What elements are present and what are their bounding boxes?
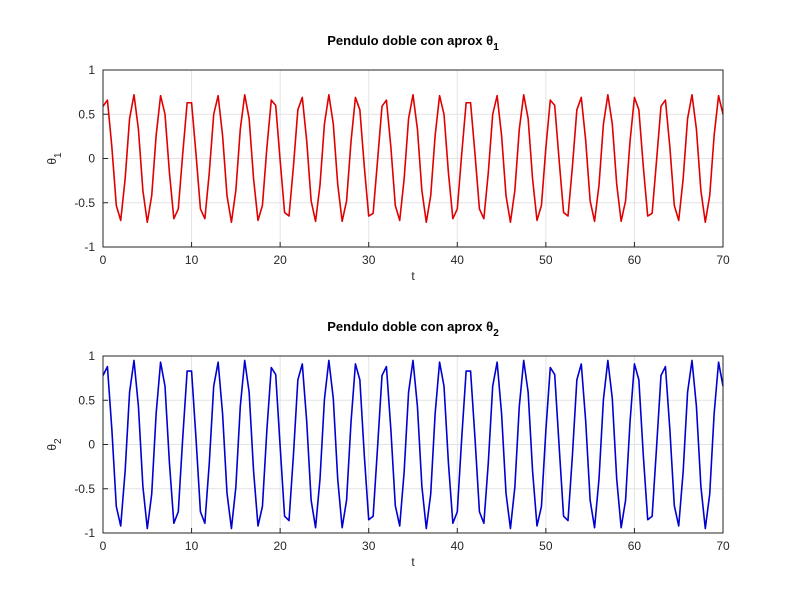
y-tick-label: 0.5 (78, 393, 95, 407)
y-tick-label: -1 (84, 240, 95, 254)
y-label-text: θ (45, 444, 59, 451)
x-axis-label: t (411, 555, 415, 569)
x-tick-label: 50 (539, 253, 553, 267)
axes-box (102, 69, 724, 248)
chart-title: Pendulo doble con aprox θ1 (327, 33, 499, 53)
x-tick-label: 20 (273, 539, 287, 553)
y-tick-label: -0.5 (74, 196, 95, 210)
chart-title: Pendulo doble con aprox θ2 (327, 319, 499, 339)
x-axis-label: t (411, 269, 415, 283)
title-text: Pendulo doble con aprox θ (327, 33, 493, 48)
y-axis-label: θ2 (45, 438, 64, 451)
subplot: 0 10 20 30 40 50 60 70 -1 -0.5 0 0.5 1 Pendulo doble … (45, 319, 730, 569)
y-tick-label: -0.5 (74, 482, 95, 496)
y-tick-label: -1 (84, 526, 95, 540)
x-tick-label: 10 (185, 539, 199, 553)
x-tick-label: 50 (539, 539, 553, 553)
x-tick-label: 0 (100, 253, 107, 267)
x-tick-label: 30 (362, 539, 376, 553)
y-tick-label: 1 (88, 63, 95, 77)
y-tick-label: 0 (88, 438, 95, 452)
y-label-text: θ (45, 158, 59, 165)
y-label-subscript: 2 (53, 438, 64, 444)
title-text: Pendulo doble con aprox θ (327, 319, 493, 334)
title-subscript: 1 (493, 42, 499, 53)
y-tick-label: 0.5 (78, 107, 95, 121)
x-tick-label: 30 (362, 253, 376, 267)
x-tick-label: 60 (628, 253, 642, 267)
y-tick-label: 1 (88, 349, 95, 363)
x-tick-label: 0 (100, 539, 107, 553)
y-tick-label: 0 (88, 152, 95, 166)
data-line (102, 359, 724, 530)
y-label-subscript: 1 (53, 152, 64, 158)
x-tick-label: 70 (716, 539, 730, 553)
x-tick-label: 60 (628, 539, 642, 553)
x-tick-label: 40 (451, 539, 465, 553)
x-tick-label: 70 (716, 253, 730, 267)
x-tick-label: 10 (185, 253, 199, 267)
x-tick-label: 40 (451, 253, 465, 267)
y-axis-label: θ1 (45, 152, 64, 165)
axes-box (102, 355, 724, 534)
x-tick-label: 20 (273, 253, 287, 267)
data-line (102, 93, 724, 224)
title-subscript: 2 (493, 328, 499, 339)
